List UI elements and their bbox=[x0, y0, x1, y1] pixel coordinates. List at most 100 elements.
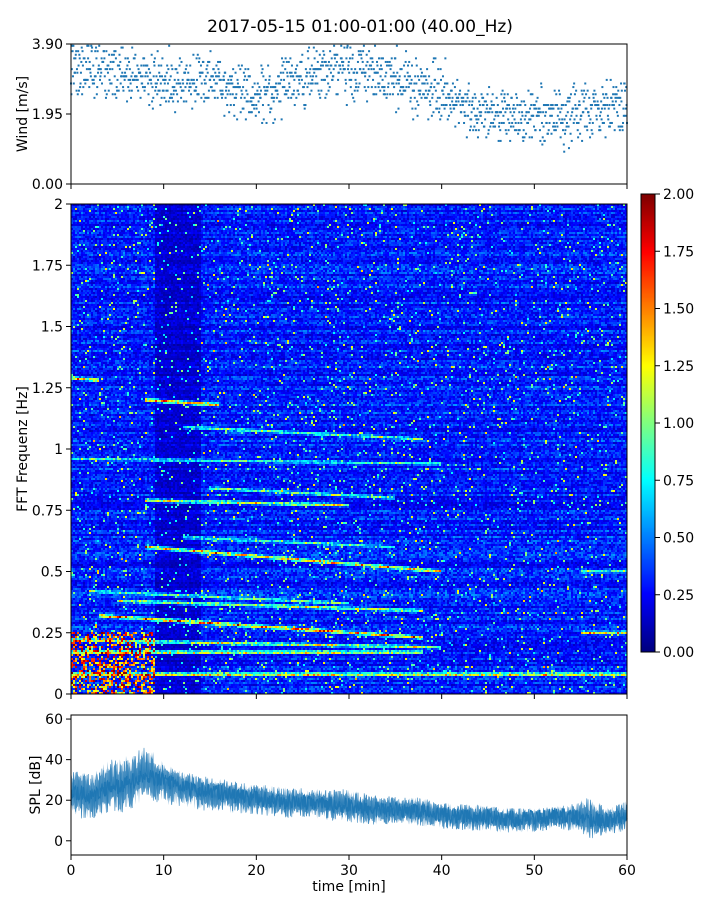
wind-point bbox=[529, 118, 532, 121]
wind-point bbox=[330, 57, 333, 60]
wind-point bbox=[556, 125, 559, 128]
wind-point bbox=[565, 125, 568, 128]
wind-point bbox=[474, 114, 477, 117]
wind-point bbox=[440, 78, 443, 81]
wind-point bbox=[161, 57, 164, 60]
wind-point bbox=[539, 111, 542, 114]
wind-point bbox=[169, 96, 172, 99]
wind-point bbox=[89, 75, 92, 78]
wind-point bbox=[228, 111, 231, 114]
wind-point bbox=[114, 50, 117, 53]
wind-point bbox=[211, 75, 214, 78]
wind-point bbox=[607, 107, 610, 110]
wind-point bbox=[255, 107, 258, 110]
wind-point bbox=[149, 71, 152, 74]
wind-point bbox=[85, 60, 88, 63]
wind-point bbox=[188, 86, 191, 89]
wind-point bbox=[360, 53, 363, 56]
wind-point bbox=[267, 104, 270, 107]
wind-point bbox=[365, 53, 368, 56]
wind-point bbox=[271, 96, 274, 99]
wind-point bbox=[318, 93, 321, 96]
wind-point bbox=[563, 150, 566, 153]
wind-point bbox=[335, 93, 338, 96]
wind-point bbox=[114, 57, 117, 60]
wind-point bbox=[235, 93, 238, 96]
wind-point bbox=[128, 68, 131, 71]
wind-point bbox=[356, 89, 359, 92]
wind-point bbox=[159, 104, 162, 107]
wind-point bbox=[611, 104, 614, 107]
wind-point bbox=[236, 118, 239, 121]
wind-point bbox=[516, 104, 519, 107]
wind-point bbox=[79, 86, 82, 89]
wind-point bbox=[582, 111, 585, 114]
wind-point bbox=[568, 100, 571, 103]
wind-point bbox=[512, 125, 515, 128]
wind-point bbox=[544, 104, 547, 107]
wind-point bbox=[540, 86, 543, 89]
wind-point bbox=[343, 68, 346, 71]
wind-point bbox=[367, 86, 370, 89]
wind-point bbox=[556, 114, 559, 117]
wind-point bbox=[96, 50, 99, 53]
wind-point bbox=[567, 147, 570, 150]
wind-point bbox=[159, 82, 162, 85]
wind-point bbox=[435, 100, 438, 103]
wind-point bbox=[468, 104, 471, 107]
wind-point bbox=[598, 129, 601, 132]
wind-point bbox=[391, 82, 394, 85]
wind-point bbox=[272, 121, 275, 124]
wind-point bbox=[164, 78, 167, 81]
wind-point bbox=[345, 104, 348, 107]
wind-point bbox=[550, 132, 553, 135]
wind-point bbox=[354, 68, 357, 71]
wind-point bbox=[294, 71, 297, 74]
wind-point bbox=[523, 100, 526, 103]
wind-point bbox=[366, 60, 369, 63]
wind-point bbox=[103, 75, 106, 78]
wind-point bbox=[216, 75, 219, 78]
wind-point bbox=[463, 121, 466, 124]
wind-point bbox=[92, 64, 95, 67]
wind-point bbox=[167, 100, 170, 103]
wind-point bbox=[349, 86, 352, 89]
wind-point bbox=[405, 50, 408, 53]
wind-point bbox=[81, 50, 84, 53]
wind-point bbox=[576, 129, 579, 132]
wind-point bbox=[548, 121, 551, 124]
wind-point bbox=[582, 100, 585, 103]
wind-point bbox=[124, 57, 127, 60]
wind-point bbox=[244, 68, 247, 71]
wind-point bbox=[228, 75, 231, 78]
wind-point bbox=[390, 57, 393, 60]
spl-ytick-label: 60 bbox=[45, 712, 63, 728]
wind-point bbox=[179, 86, 182, 89]
wind-point bbox=[520, 121, 523, 124]
wind-point bbox=[74, 57, 77, 60]
wind-point bbox=[382, 93, 385, 96]
wind-point bbox=[105, 93, 108, 96]
wind-point bbox=[540, 121, 543, 124]
wind-point bbox=[468, 100, 471, 103]
wind-point bbox=[347, 64, 350, 67]
wind-point bbox=[354, 86, 357, 89]
wind-point bbox=[436, 82, 439, 85]
wind-point bbox=[399, 89, 402, 92]
wind-point bbox=[492, 125, 495, 128]
wind-point bbox=[337, 71, 340, 74]
wind-point bbox=[602, 121, 605, 124]
wind-point bbox=[240, 89, 243, 92]
wind-point bbox=[328, 68, 331, 71]
wind-point bbox=[492, 104, 495, 107]
wind-point bbox=[618, 96, 621, 99]
wind-point bbox=[186, 82, 189, 85]
wind-point bbox=[517, 121, 520, 124]
wind-point bbox=[472, 129, 475, 132]
wind-point bbox=[217, 68, 220, 71]
wind-point bbox=[389, 68, 392, 71]
wind-point bbox=[195, 78, 198, 81]
wind-point bbox=[124, 71, 127, 74]
wind-point bbox=[600, 100, 603, 103]
wind-point bbox=[329, 50, 332, 53]
